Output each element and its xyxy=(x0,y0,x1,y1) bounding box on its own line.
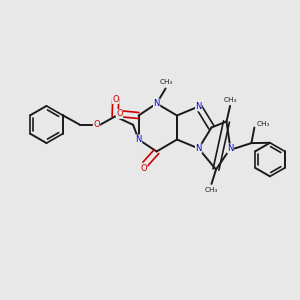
Text: O: O xyxy=(93,120,100,129)
Text: O: O xyxy=(116,110,123,118)
Text: O: O xyxy=(112,94,119,103)
Text: N: N xyxy=(227,144,234,153)
Text: CH₃: CH₃ xyxy=(205,187,218,193)
Text: N: N xyxy=(153,99,160,108)
Text: CH₃: CH₃ xyxy=(224,97,237,103)
Text: CH₃: CH₃ xyxy=(257,122,270,128)
Text: N: N xyxy=(195,102,202,111)
Text: CH₃: CH₃ xyxy=(160,80,173,85)
Text: N: N xyxy=(195,144,202,153)
Text: O: O xyxy=(140,164,147,173)
Text: N: N xyxy=(135,135,142,144)
